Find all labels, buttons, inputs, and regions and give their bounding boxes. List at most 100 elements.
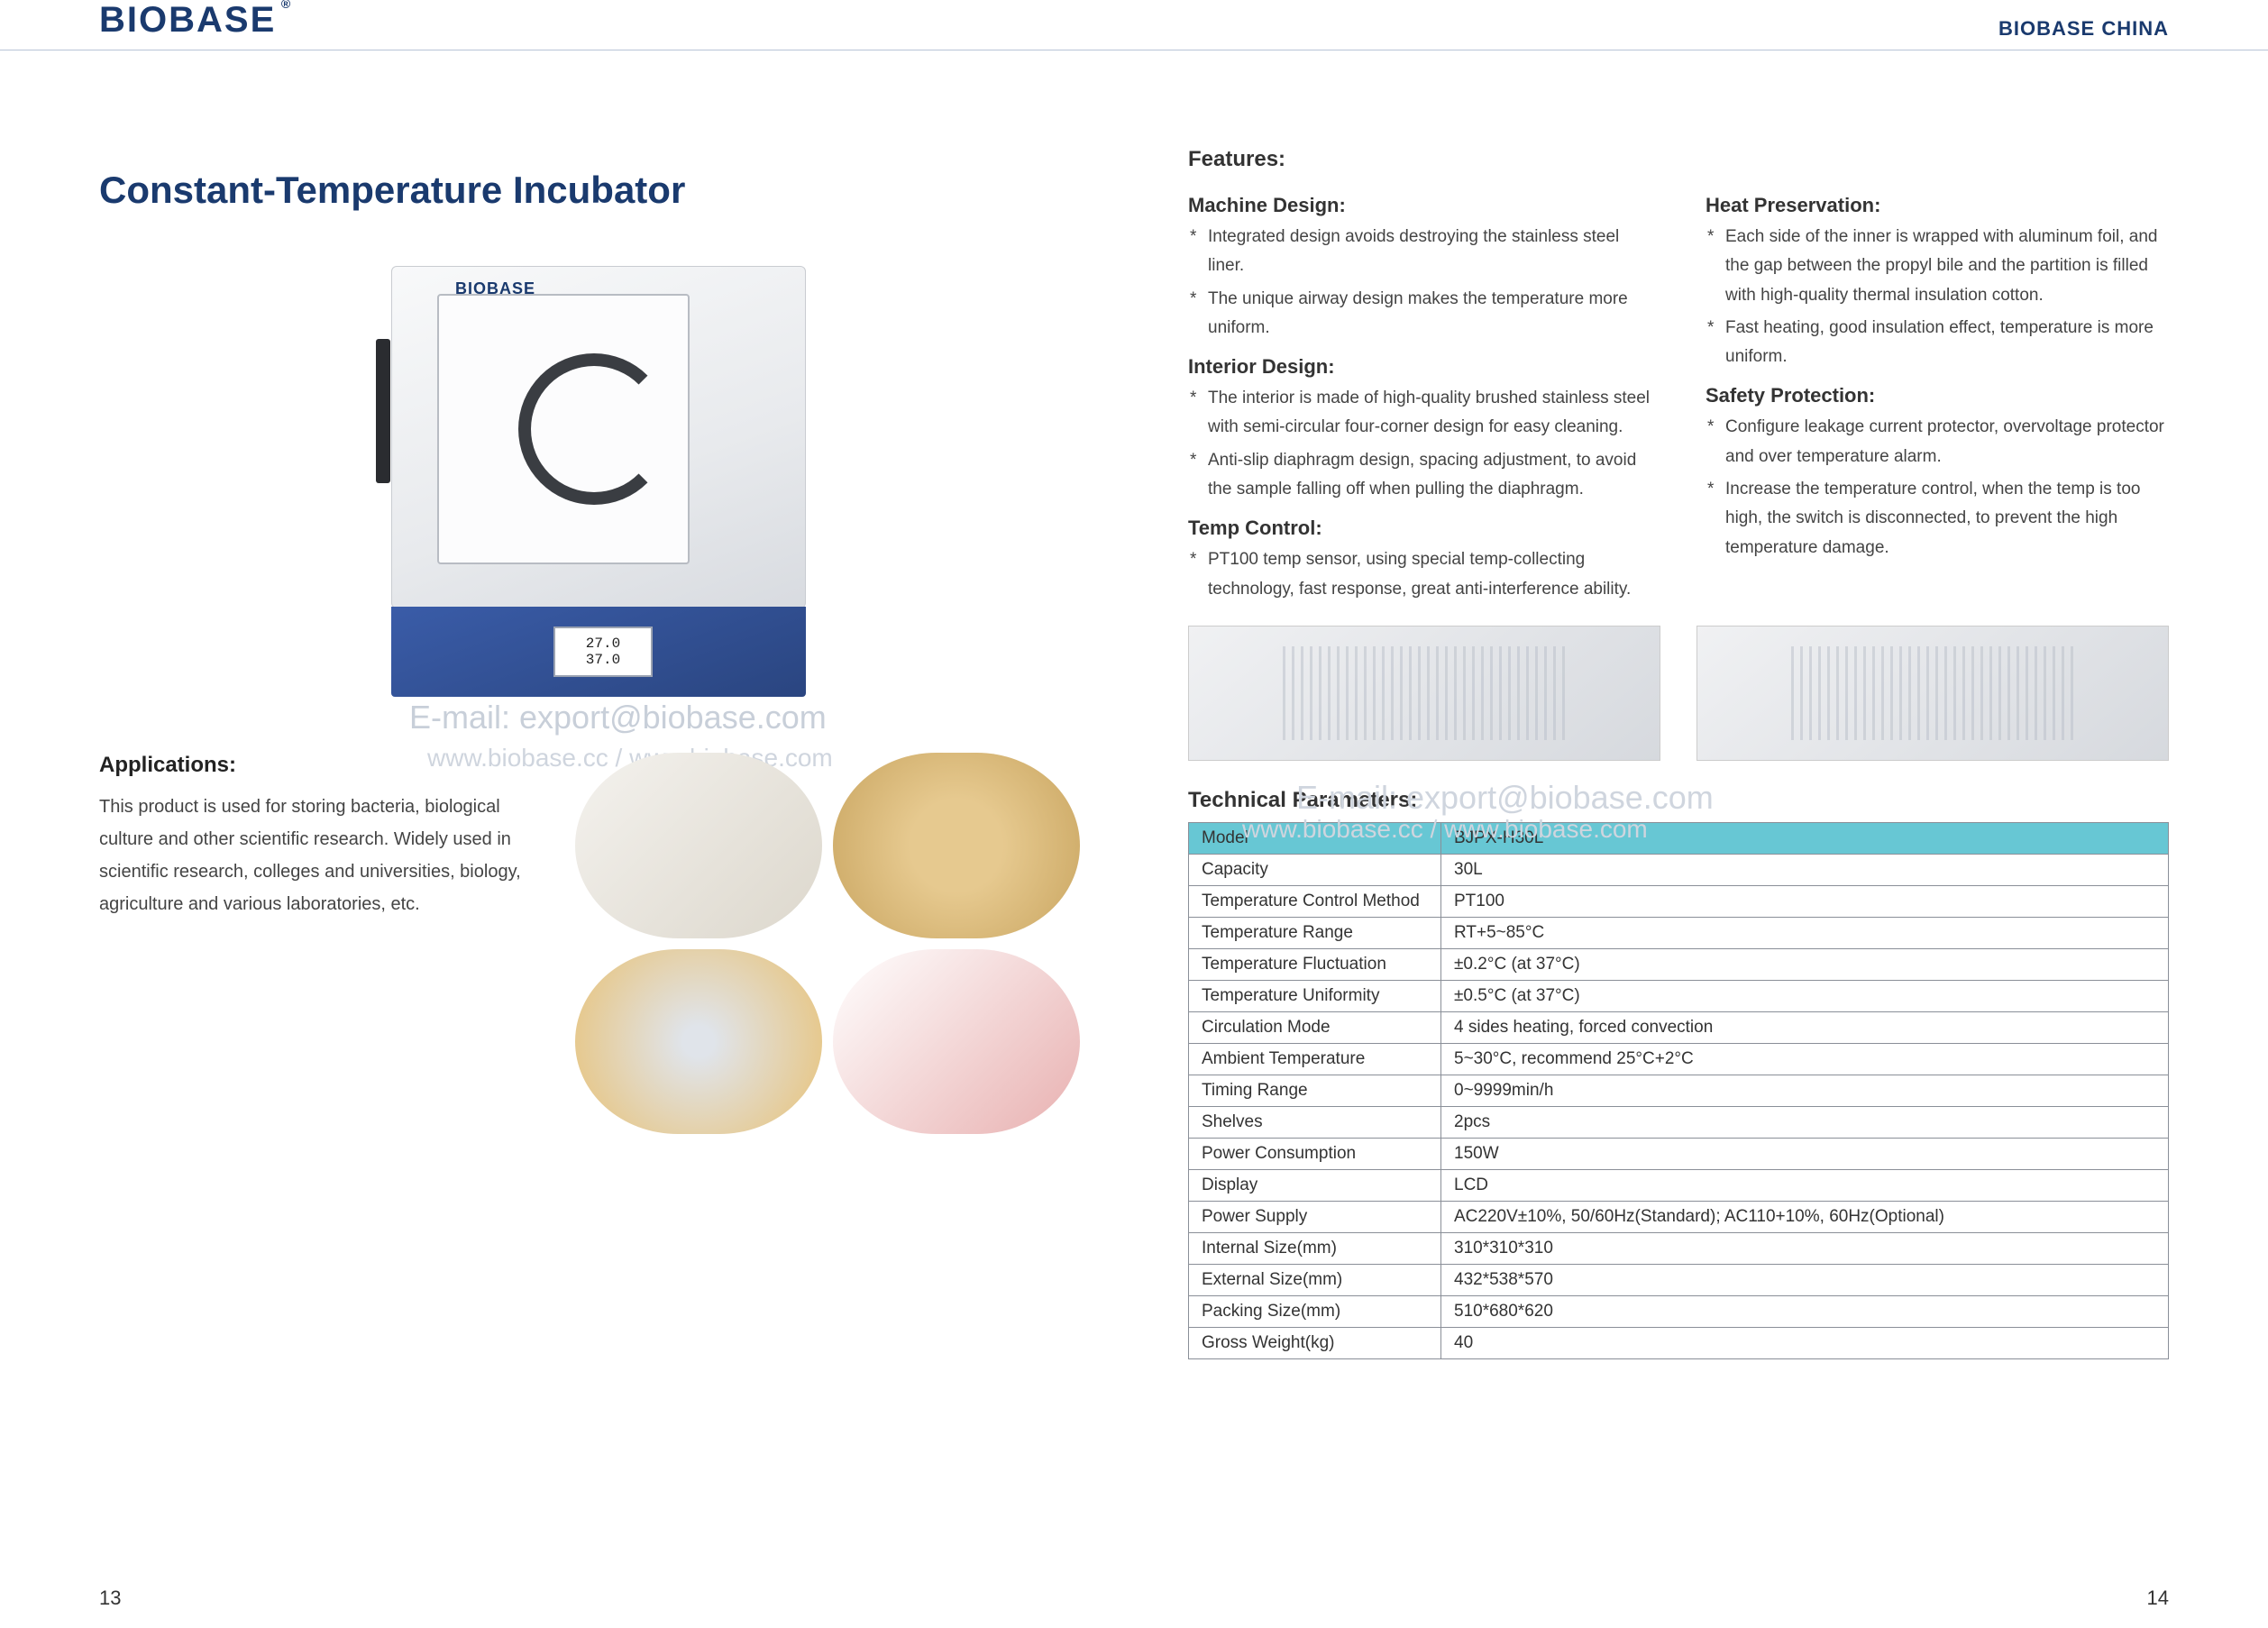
param-label: Gross Weight(kg) (1189, 1327, 1441, 1358)
param-value: ±0.2°C (at 37°C) (1441, 948, 2169, 980)
device-window (437, 294, 690, 564)
table-row: Internal Size(mm)310*310*310 (1189, 1232, 2169, 1264)
feature-item: Configure leakage current protector, ove… (1706, 413, 2169, 471)
feature-item: Integrated design avoids destroying the … (1188, 223, 1651, 281)
table-header-label: Model (1189, 822, 1441, 854)
applications-text: This product is used for storing bacteri… (99, 791, 539, 920)
param-value: RT+5~85°C (1441, 917, 2169, 948)
feature-item: PT100 temp sensor, using special temp-co… (1188, 545, 1651, 604)
param-value: AC220V±10%, 50/60Hz(Standard); AC110+10%… (1441, 1201, 2169, 1232)
table-header-row: Model BJPX-H30L (1189, 822, 2169, 854)
tech-section: E-mail: export@biobase.com www.biobase.c… (1188, 788, 2169, 1359)
param-label: External Size(mm) (1189, 1264, 1441, 1295)
table-row: Power Consumption150W (1189, 1138, 2169, 1169)
feature-item: Increase the temperature control, when t… (1706, 475, 2169, 562)
detail-image-interior (1696, 626, 2169, 761)
tech-heading: Technical Parameters: (1188, 788, 2169, 813)
param-label: Temperature Fluctuation (1189, 948, 1441, 980)
device-handle (376, 339, 390, 483)
feature-item: Fast heating, good insulation effect, te… (1706, 314, 2169, 372)
detail-images (1188, 626, 2169, 761)
feature-item: Each side of the inner is wrapped with a… (1706, 223, 2169, 310)
feature-subheading: Interior Design: (1188, 355, 1651, 379)
feature-list: Each side of the inner is wrapped with a… (1706, 223, 2169, 371)
registered-icon: ® (281, 0, 292, 11)
applications-row: Applications: This product is used for s… (99, 753, 1080, 1134)
param-label: Temperature Control Method (1189, 885, 1441, 917)
device-base: 27.0 37.0 (391, 607, 806, 697)
table-row: Temperature RangeRT+5~85°C (1189, 917, 2169, 948)
feature-subheading: Temp Control: (1188, 517, 1651, 540)
feature-subheading: Heat Preservation: (1706, 194, 2169, 217)
application-images (575, 753, 1080, 1134)
page-left: Constant-Temperature Incubator BIOBASE E… (0, 78, 1134, 1628)
param-value: 150W (1441, 1138, 2169, 1169)
param-value: 0~9999min/h (1441, 1075, 2169, 1106)
feature-item: The unique airway design makes the tempe… (1188, 285, 1651, 343)
param-label: Circulation Mode (1189, 1011, 1441, 1043)
param-label: Power Supply (1189, 1201, 1441, 1232)
table-row: Ambient Temperature5~30°C, recommend 25°… (1189, 1043, 2169, 1075)
table-row: Gross Weight(kg)40 (1189, 1327, 2169, 1358)
brand-logo-text: BIOBASE (99, 0, 276, 40)
brand-right: BIOBASE CHINA (1998, 17, 2169, 41)
features-col-1: Machine Design:Integrated design avoids … (1188, 181, 1651, 608)
param-label: Temperature Uniformity (1189, 980, 1441, 1011)
feature-list: Configure leakage current protector, ove… (1706, 413, 2169, 562)
param-value: 5~30°C, recommend 25°C+2°C (1441, 1043, 2169, 1075)
table-header-value: BJPX-H30L (1441, 822, 2169, 854)
param-value: 4 sides heating, forced convection (1441, 1011, 2169, 1043)
tech-params-table: Model BJPX-H30L Capacity30LTemperature C… (1188, 822, 2169, 1359)
param-label: Temperature Range (1189, 917, 1441, 948)
feature-list: The interior is made of high-quality bru… (1188, 384, 1651, 504)
table-row: Shelves2pcs (1189, 1106, 2169, 1138)
param-value: 432*538*570 (1441, 1264, 2169, 1295)
app-thumb-petri-stack (833, 753, 1080, 938)
param-label: Display (1189, 1169, 1441, 1201)
main-title: Constant-Temperature Incubator (99, 169, 1080, 212)
param-label: Ambient Temperature (1189, 1043, 1441, 1075)
table-row: Temperature Uniformity±0.5°C (at 37°C) (1189, 980, 2169, 1011)
device-body: BIOBASE (391, 266, 806, 608)
feature-list: Integrated design avoids destroying the … (1188, 223, 1651, 343)
table-row: Circulation Mode4 sides heating, forced … (1189, 1011, 2169, 1043)
table-row: Capacity30L (1189, 854, 2169, 885)
param-value: PT100 (1441, 885, 2169, 917)
param-label: Internal Size(mm) (1189, 1232, 1441, 1264)
param-value: 40 (1441, 1327, 2169, 1358)
param-label: Power Consumption (1189, 1138, 1441, 1169)
brand-logo: BIOBASE® (99, 0, 276, 41)
applications-heading: Applications: (99, 753, 539, 778)
app-thumb-microscope (833, 949, 1080, 1135)
display-line2: 37.0 (586, 652, 620, 668)
app-thumb-culture (575, 949, 822, 1135)
param-label: Packing Size(mm) (1189, 1295, 1441, 1327)
table-row: Temperature Control MethodPT100 (1189, 885, 2169, 917)
table-row: Temperature Fluctuation±0.2°C (at 37°C) (1189, 948, 2169, 980)
app-thumb-storage (575, 753, 822, 938)
feature-list: PT100 temp sensor, using special temp-co… (1188, 545, 1651, 604)
header: BIOBASE® BIOBASE CHINA (0, 0, 2268, 50)
page-spread: Constant-Temperature Incubator BIOBASE E… (0, 78, 2268, 1628)
detail-image-open-door (1188, 626, 1660, 761)
param-value: 510*680*620 (1441, 1295, 2169, 1327)
param-label: Shelves (1189, 1106, 1441, 1138)
param-value: ±0.5°C (at 37°C) (1441, 980, 2169, 1011)
features-grid: Machine Design:Integrated design avoids … (1188, 181, 2169, 608)
product-image: BIOBASE E-mail: export@biobase.com www.b… (337, 266, 842, 699)
param-value: 30L (1441, 854, 2169, 885)
param-value: 2pcs (1441, 1106, 2169, 1138)
table-row: Power SupplyAC220V±10%, 50/60Hz(Standard… (1189, 1201, 2169, 1232)
features-heading: Features: (1188, 147, 2169, 172)
param-value: LCD (1441, 1169, 2169, 1201)
table-row: Timing Range0~9999min/h (1189, 1075, 2169, 1106)
page-number-right: 14 (2147, 1587, 2169, 1610)
table-row: External Size(mm)432*538*570 (1189, 1264, 2169, 1295)
feature-item: Anti-slip diaphragm design, spacing adju… (1188, 446, 1651, 505)
device-display: 27.0 37.0 (553, 627, 653, 677)
feature-subheading: Safety Protection: (1706, 384, 2169, 407)
page-right: Features: Machine Design:Integrated desi… (1134, 78, 2268, 1628)
param-label: Capacity (1189, 854, 1441, 885)
table-row: Packing Size(mm)510*680*620 (1189, 1295, 2169, 1327)
applications-text-block: Applications: This product is used for s… (99, 753, 539, 920)
